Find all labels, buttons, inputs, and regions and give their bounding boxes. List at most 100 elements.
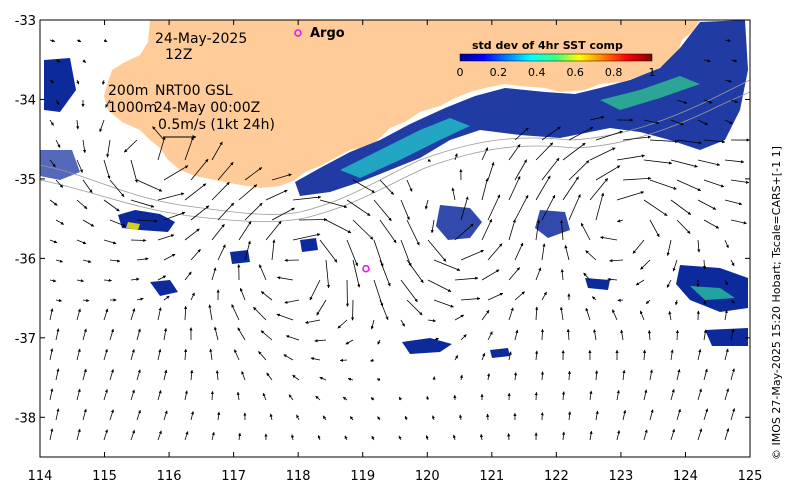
current-arrow [730, 219, 747, 225]
current-arrow [109, 369, 114, 381]
current-arrow [560, 219, 564, 241]
current-arrow [454, 223, 474, 241]
current-arrow [106, 139, 111, 158]
current-arrow [724, 39, 732, 43]
current-arrow [184, 183, 207, 201]
plot-frame [39, 19, 751, 458]
current-arrow [398, 396, 403, 401]
current-arrow [190, 411, 195, 421]
current-arrow [649, 219, 660, 238]
current-arrow [724, 428, 730, 441]
current-arrow [55, 139, 61, 148]
current-arrow [616, 389, 620, 401]
x-tick-label: 118 [286, 469, 311, 484]
current-arrow [346, 239, 358, 267]
current-arrow [431, 415, 436, 421]
current-arrow [649, 369, 653, 381]
x-tick-label: 125 [738, 469, 763, 484]
current-arrow [703, 299, 707, 305]
current-arrow [670, 199, 692, 215]
current-arrow [288, 394, 294, 401]
current-arrow [697, 388, 703, 401]
current-arrow [724, 239, 729, 249]
current-arrow [635, 279, 645, 286]
current-arrow [325, 259, 331, 289]
current-arrow [562, 142, 586, 161]
current-arrow [400, 199, 410, 221]
current-arrow [589, 115, 605, 121]
current-arrow [322, 415, 327, 421]
current-arrow [622, 176, 652, 181]
current-arrow [617, 219, 624, 223]
current-arrow [290, 434, 295, 441]
current-arrow [237, 432, 242, 441]
current-arrow [190, 249, 201, 261]
current-arrow [675, 329, 679, 341]
current-arrow [568, 160, 590, 181]
current-arrow [616, 430, 621, 441]
current-arrow [352, 179, 375, 193]
current-arrow [209, 348, 213, 361]
current-arrow [561, 391, 566, 401]
current-arrow [130, 348, 135, 361]
current-arrow [697, 159, 721, 167]
current-arrow [130, 429, 136, 441]
current-arrow [82, 259, 92, 263]
current-arrow [55, 99, 60, 105]
current-arrow [49, 79, 55, 84]
current-arrow [724, 388, 730, 401]
current-arrow [668, 311, 672, 321]
current-arrow [370, 358, 375, 362]
current-arrow [103, 429, 108, 441]
current-arrow [670, 159, 698, 168]
current-arrow [136, 219, 158, 223]
current-arrow [157, 307, 162, 321]
current-arrow [595, 410, 599, 421]
current-arrow [292, 195, 322, 201]
current-arrow [163, 327, 168, 341]
current-arrow [724, 159, 745, 164]
current-arrow [316, 299, 327, 316]
current-arrow [55, 328, 60, 341]
colorbar-tick-label: 0 [457, 66, 464, 79]
current-arrow [487, 162, 495, 181]
current-arrow [643, 199, 668, 216]
current-arrow [105, 99, 111, 108]
current-arrow [514, 127, 529, 141]
current-arrow [217, 202, 235, 221]
current-arrow [487, 292, 504, 301]
current-arrow [49, 388, 54, 401]
current-arrow [103, 239, 117, 245]
current-arrow [568, 126, 594, 141]
current-arrow [647, 330, 652, 341]
current-arrow [568, 411, 572, 421]
current-arrow [157, 275, 167, 281]
current-arrow [585, 307, 591, 321]
current-arrow [55, 179, 64, 188]
current-arrow [643, 389, 648, 401]
colorbar-tick-label: 0.8 [605, 66, 623, 79]
current-arrow [49, 119, 54, 126]
current-arrow [163, 295, 170, 301]
current-arrow [237, 327, 246, 341]
current-arrow [244, 202, 263, 221]
current-arrow [347, 377, 354, 381]
current-arrow [427, 279, 452, 292]
current-arrow [103, 308, 109, 321]
current-arrow [269, 413, 273, 421]
current-arrow [136, 297, 144, 301]
current-arrow [136, 179, 163, 192]
current-arrow [82, 219, 95, 227]
current-arrow [76, 388, 81, 401]
current-arrow [184, 431, 189, 441]
current-arrow [643, 429, 648, 441]
current-arrow [724, 348, 729, 361]
x-tick-label: 115 [92, 469, 117, 484]
current-arrow [454, 153, 458, 161]
current-arrow [49, 159, 56, 168]
current-arrow [561, 431, 566, 441]
current-arrow [703, 179, 725, 188]
current-arrow [265, 220, 282, 241]
current-arrow [309, 279, 321, 301]
